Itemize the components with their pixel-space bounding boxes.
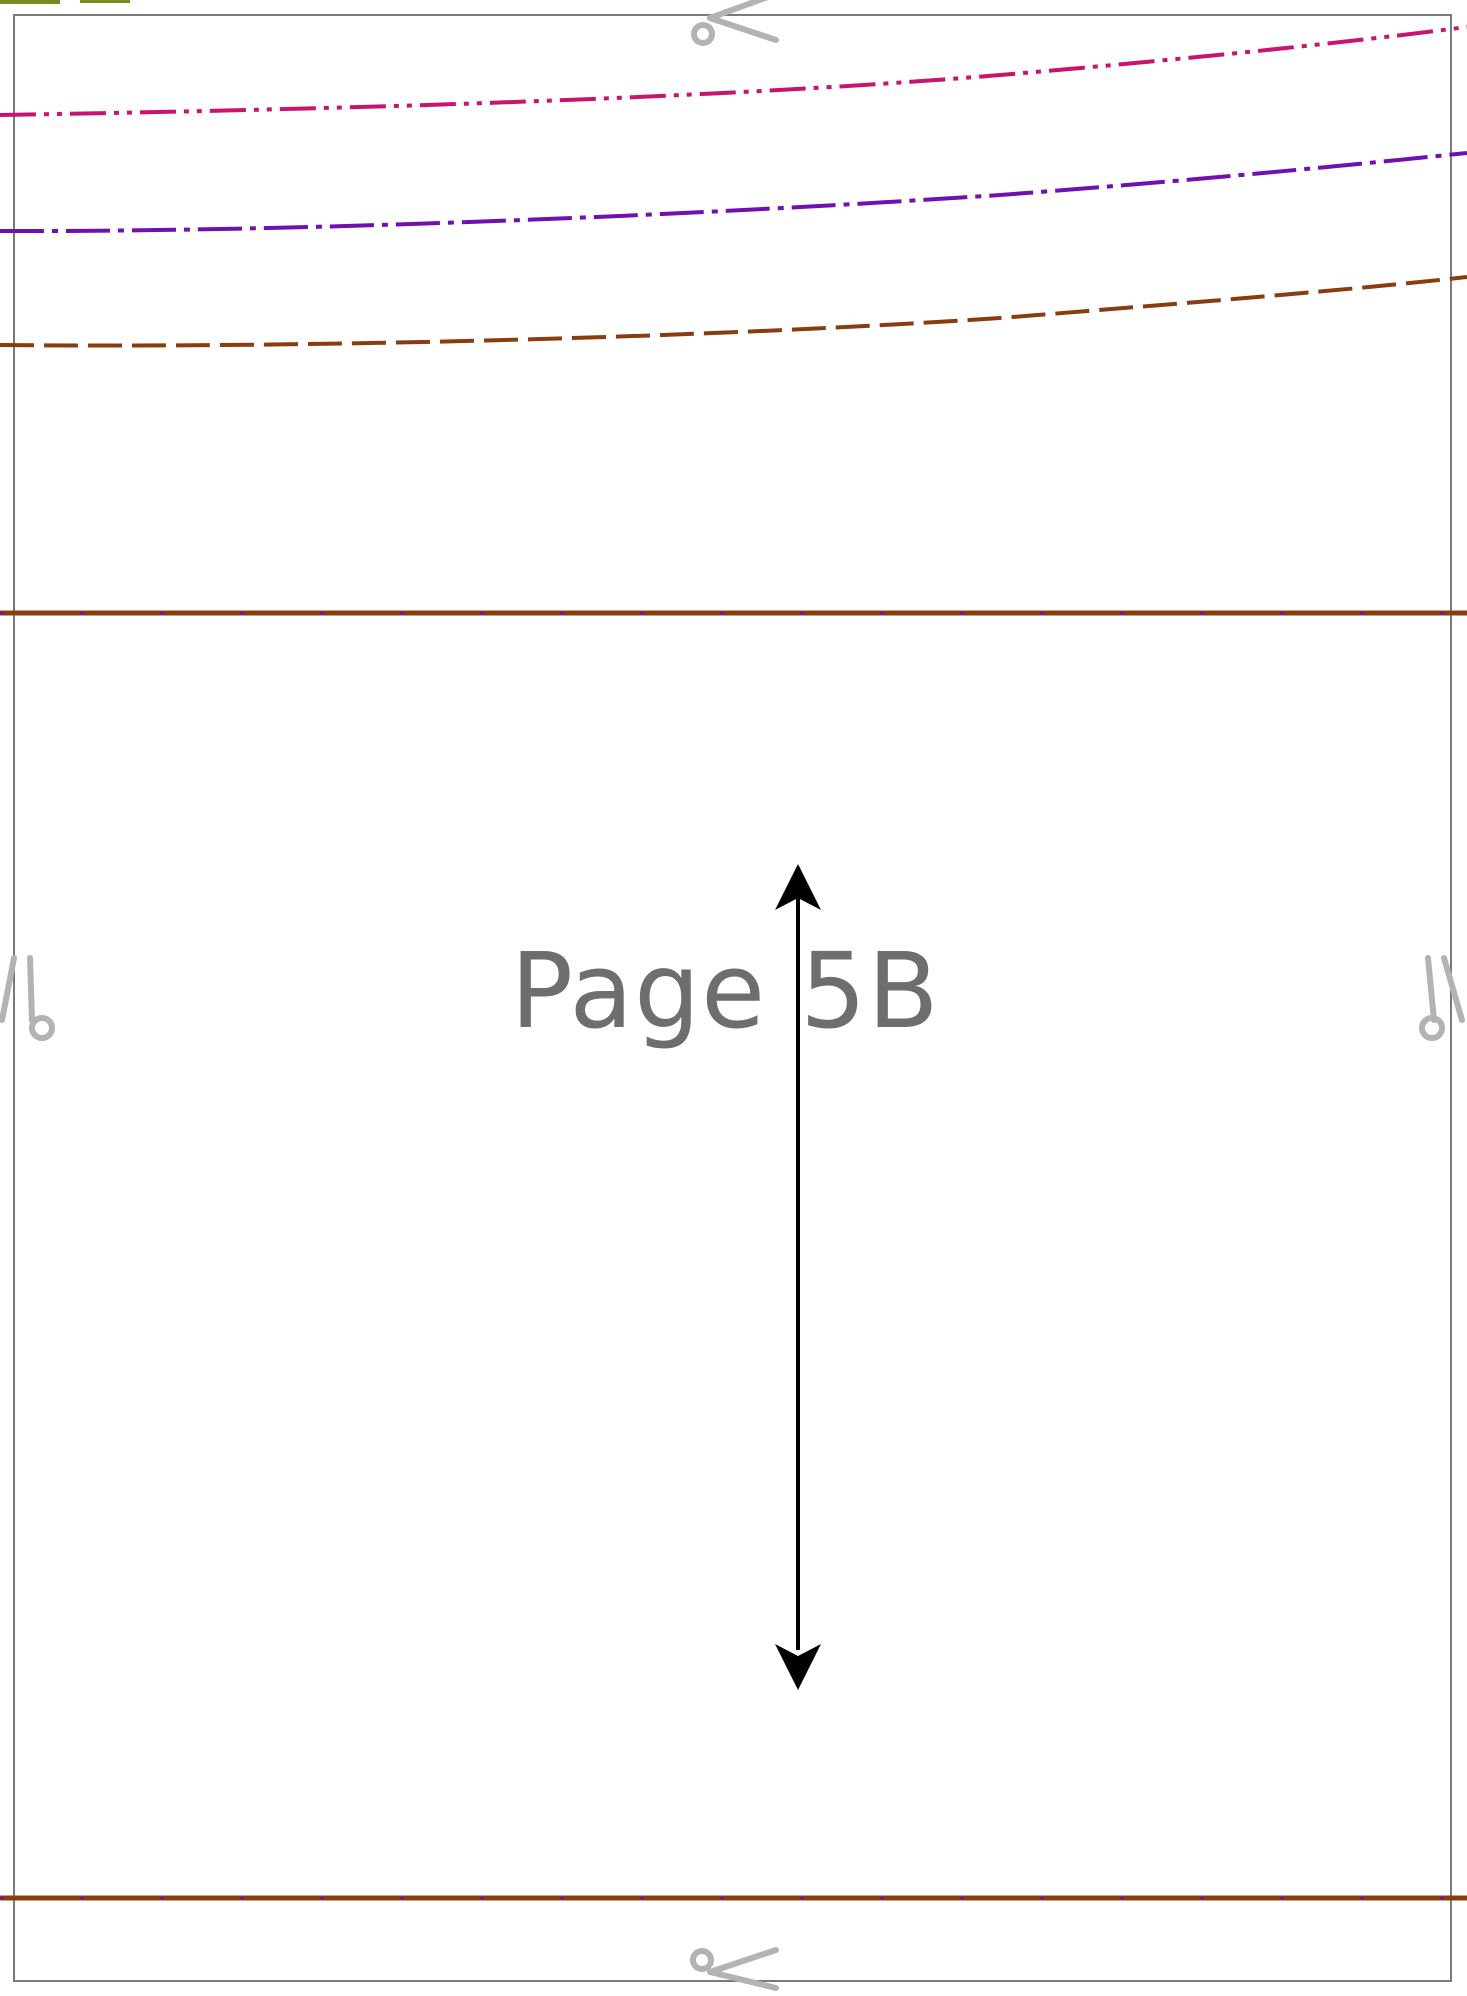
scissors-icon-right xyxy=(1419,955,1465,1041)
scissors-icon-left xyxy=(0,955,55,1041)
page-label: Page 5B xyxy=(510,930,939,1052)
size-line-magenta xyxy=(0,25,1467,117)
scissors-icon-top xyxy=(691,0,779,46)
size-line-purple xyxy=(0,151,1467,234)
size-line-brown xyxy=(0,275,1467,348)
grainline-double-arrow-icon xyxy=(775,864,821,1690)
page-frame xyxy=(13,14,1452,1982)
size-line-olive-fragment xyxy=(0,0,130,4)
scissors-icon-bottom xyxy=(690,1947,779,1991)
